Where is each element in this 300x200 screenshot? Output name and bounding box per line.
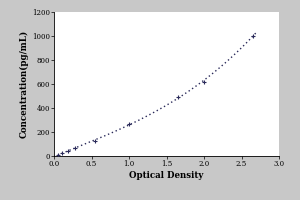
X-axis label: Optical Density: Optical Density xyxy=(129,171,204,180)
Y-axis label: Concentration(pg/mL): Concentration(pg/mL) xyxy=(20,30,29,138)
